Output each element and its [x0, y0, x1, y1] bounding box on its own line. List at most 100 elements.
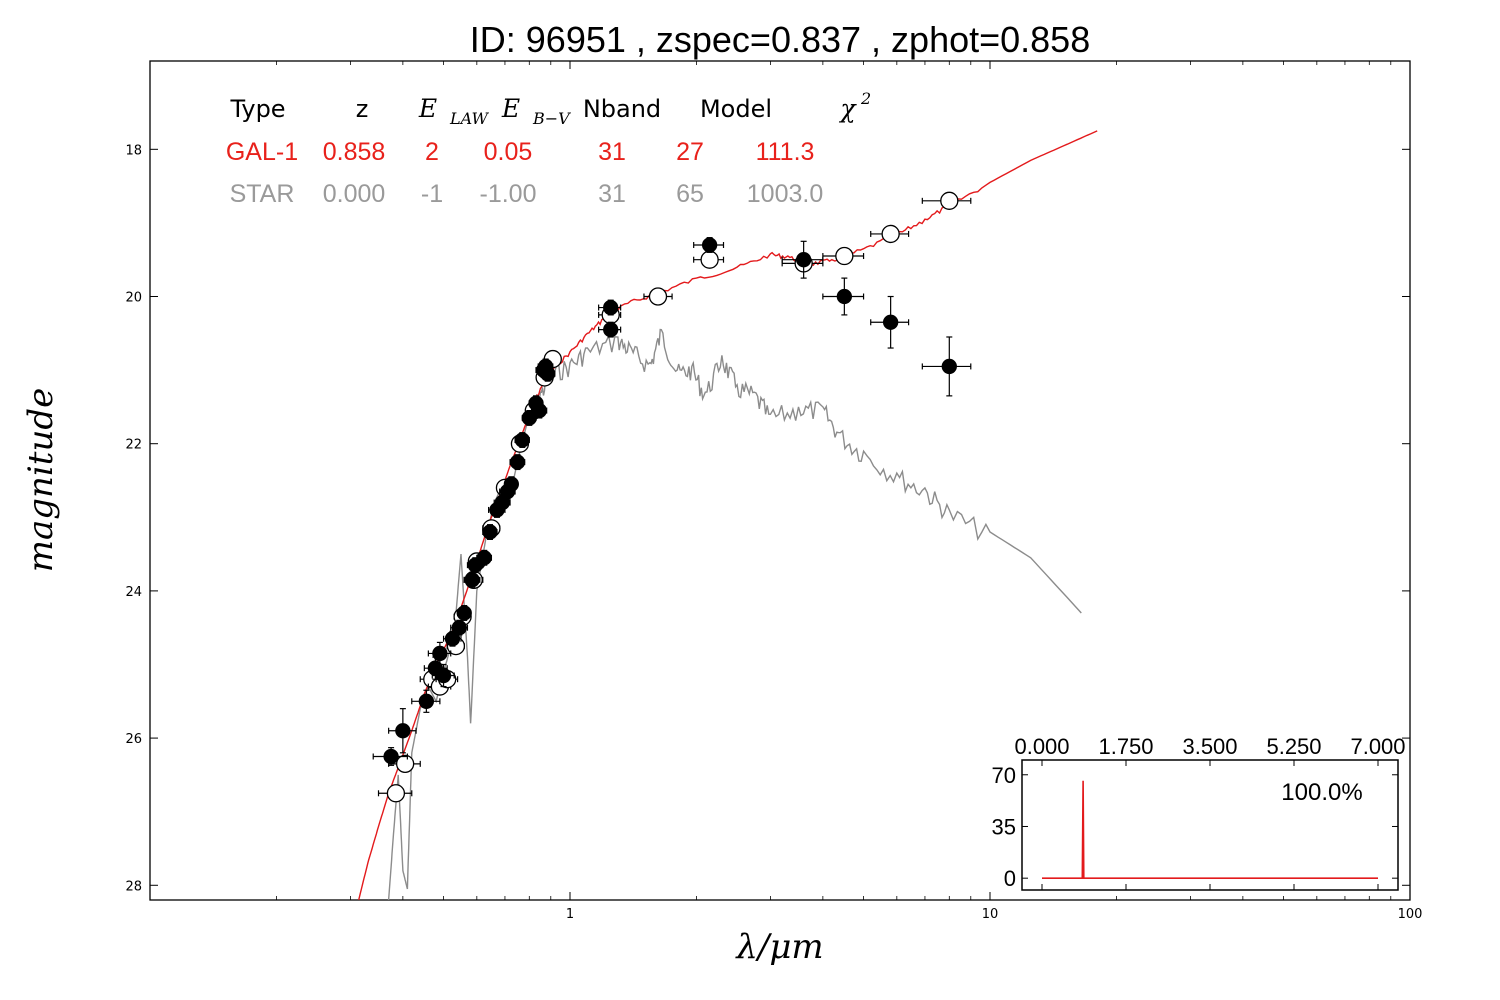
table-header: E: [501, 94, 520, 123]
galaxy-model-line: [358, 130, 1098, 901]
model-flux-point: [377, 784, 413, 803]
table-header: z: [356, 95, 369, 123]
table-cell: 0.000: [323, 180, 386, 208]
observed-point: [463, 571, 481, 588]
inset-pdf-curve: [1042, 780, 1378, 879]
observed-marker: [882, 314, 899, 330]
model-flux-marker: [395, 754, 415, 773]
inset-x-tick-label: 7.000: [1350, 734, 1405, 759]
inset-x-tick-label: 5.250: [1266, 734, 1321, 759]
observed-point: [427, 641, 452, 666]
model-flux-marker: [386, 784, 406, 803]
observed-marker: [531, 402, 547, 419]
table-cell: 31: [598, 138, 626, 166]
y-tick-label: 26: [125, 732, 142, 747]
table-cell: 2: [425, 138, 439, 166]
model-flux-marker: [835, 246, 854, 266]
inset-axis-ticks: 0.000 1.750 3.500 5.250 7.000 0 35 70: [992, 734, 1406, 891]
y-tick-label: 20: [125, 291, 142, 306]
observed-marker: [795, 252, 812, 268]
x-tick-label: 100: [1398, 907, 1423, 922]
observed-point: [781, 240, 824, 279]
observed-point: [431, 663, 455, 688]
inset-y-tick-label: 70: [992, 763, 1016, 788]
observed-point: [822, 277, 865, 316]
photometry-points: [372, 191, 972, 803]
observed-marker: [435, 667, 452, 684]
model-flux-marker: [648, 287, 668, 306]
model-flux-marker: [700, 250, 719, 269]
y-tick-label: 22: [125, 438, 142, 453]
inset-x-tick-label: 3.500: [1182, 734, 1237, 759]
galaxy-model-curve: [358, 130, 1098, 901]
observed-point: [476, 549, 493, 566]
table-header: Nband: [583, 95, 661, 123]
observed-point: [530, 402, 548, 419]
table-header: χ: [838, 94, 857, 123]
observed-marker: [509, 454, 526, 470]
observed-marker: [418, 693, 435, 709]
table-header-subscript: LAW: [449, 109, 490, 128]
observed-point: [598, 321, 622, 338]
table-cell: 0.858: [323, 138, 386, 166]
observed-point: [539, 365, 556, 382]
table-header-subscript: B−V: [532, 109, 571, 128]
inset-pdf-line: [1042, 780, 1378, 879]
observed-point: [411, 689, 441, 713]
model-flux-point: [388, 754, 421, 773]
model-flux-point: [870, 224, 910, 244]
observed-marker: [701, 237, 718, 253]
chart-title: ID: 96951 , zspec=0.837 , zphot=0.858: [470, 19, 1090, 60]
observed-point: [693, 237, 725, 253]
observed-marker: [383, 748, 399, 765]
y-tick-label: 18: [125, 143, 142, 158]
table-cell: 1003.0: [747, 180, 823, 208]
plot-frame: [149, 60, 1411, 901]
observed-marker: [456, 605, 472, 621]
inset-x-tick-label: 1.750: [1098, 734, 1153, 759]
observed-marker: [540, 366, 556, 382]
y-tick-label: 24: [125, 585, 142, 600]
model-flux-point: [643, 287, 673, 306]
observed-marker: [482, 524, 498, 540]
observed-marker: [444, 631, 461, 647]
observed-marker: [603, 321, 619, 338]
table-header: Model: [700, 95, 772, 123]
observed-marker: [464, 572, 480, 588]
observed-point: [509, 454, 526, 471]
observed-marker: [476, 550, 492, 566]
table-cell: 0.05: [484, 138, 533, 166]
table-header: E: [418, 94, 437, 123]
table-cell: 111.3: [756, 138, 815, 166]
observed-point: [598, 299, 622, 316]
observed-point: [450, 619, 469, 636]
redshift-pdf-inset: 0.000 1.750 3.500 5.250 7.000 0 35 70 100.0%: [992, 734, 1406, 891]
inset-percentage-label: 100.0%: [1281, 779, 1362, 806]
y-tick-label: 28: [125, 879, 142, 894]
observed-point: [921, 336, 972, 397]
observed-point: [514, 432, 530, 448]
observed-point: [388, 708, 417, 754]
observed-point: [456, 605, 472, 621]
observed-marker: [395, 723, 411, 739]
observed-marker: [503, 476, 519, 492]
table-cell: -1.00: [480, 180, 537, 208]
model-flux-point: [693, 250, 725, 269]
observed-point: [482, 524, 498, 540]
inset-y-tick-label: 0: [1004, 866, 1016, 891]
model-flux-point: [921, 191, 972, 210]
table-cell: 65: [676, 180, 704, 208]
inset-y-tick-label: 35: [992, 814, 1016, 839]
observed-marker: [514, 432, 530, 448]
model-flux-marker: [881, 224, 900, 244]
observed-marker: [941, 358, 957, 375]
observed-marker: [432, 645, 448, 662]
table-cell: -1: [421, 180, 443, 208]
x-axis-label: λ/μm: [734, 927, 823, 967]
model-flux-marker: [940, 191, 959, 210]
observed-point: [372, 747, 408, 766]
table-cell: 27: [676, 138, 704, 166]
